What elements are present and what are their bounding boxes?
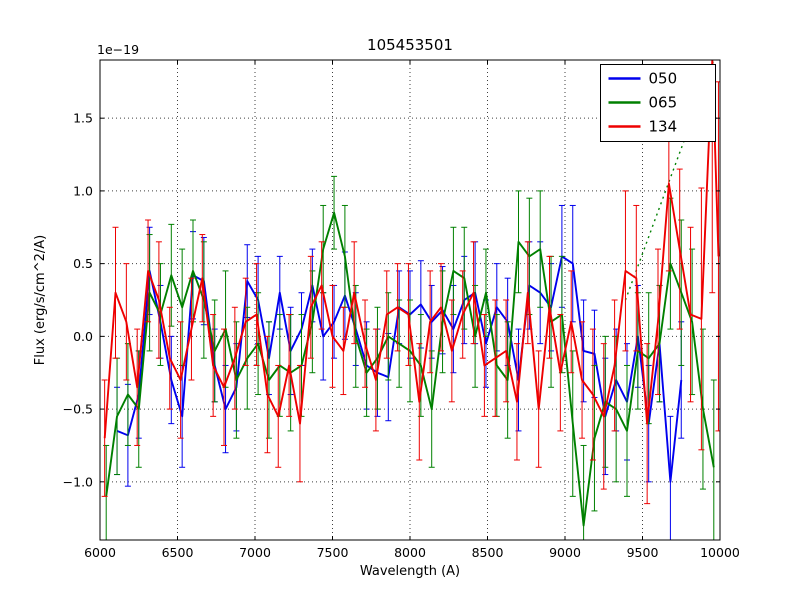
dotted-segment	[624, 60, 715, 301]
y-tick-label: 0.5	[73, 256, 93, 271]
x-tick-label: 9000	[549, 545, 581, 560]
x-tick-label: 9500	[627, 545, 659, 560]
y-tick-label: −0.5	[63, 402, 93, 417]
x-tick-label: 8000	[394, 545, 426, 560]
y-tick-label: 1.5	[73, 111, 93, 126]
x-tick-label: 7500	[317, 545, 349, 560]
series-065	[103, 60, 717, 540]
y-tick-label: 0.0	[73, 329, 93, 344]
tick-labels: 6000 6500 7000 7500 8000 8500 9000 9500 10000 −1.…	[63, 111, 740, 560]
y-axis-label: Flux (erg/s/cm^2/A)	[33, 235, 48, 365]
x-tick-label: 6500	[162, 545, 194, 560]
tick-marks	[99, 60, 721, 540]
x-tick-label: 7000	[239, 545, 271, 560]
legend-label-134: 134	[649, 118, 678, 136]
chart-title: 105453501	[367, 36, 453, 54]
y-tick-label: −1.0	[63, 474, 93, 489]
x-axis-label: Wavelength (A)	[360, 564, 460, 579]
series-line	[103, 60, 720, 439]
y-tick-label: 1.0	[73, 183, 93, 198]
x-tick-label: 6000	[84, 545, 116, 560]
legend-label-050: 050	[649, 70, 678, 88]
data-series	[101, 60, 720, 540]
x-tick-label: 8500	[472, 545, 504, 560]
y-axis-offset-text: 1e−19	[97, 42, 139, 57]
legend-label-065: 065	[649, 94, 678, 112]
x-tick-label: 10000	[700, 545, 740, 560]
series-134	[101, 60, 720, 505]
legend: 050 065 134	[600, 64, 716, 142]
